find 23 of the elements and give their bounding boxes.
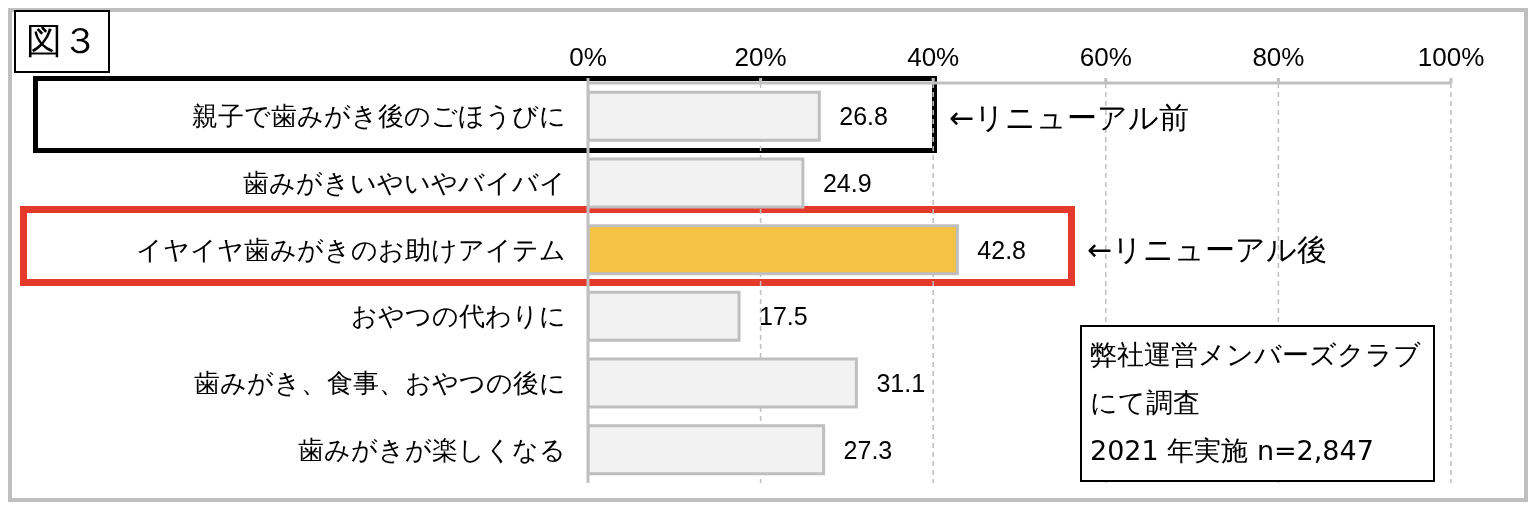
annotation: ←リニューアル前 [949, 99, 1190, 138]
x-tick-label: 20% [734, 42, 787, 72]
x-tick-label: 60% [1079, 42, 1132, 72]
text: 図３ [26, 19, 98, 63]
annotation: 弊社運営メンバーズクラブにて調査 [1090, 338, 1422, 420]
annotation: ←リニューアル後 [1087, 231, 1328, 270]
data-label: 17.5 [759, 302, 808, 331]
x-tick-label: 40% [907, 42, 960, 72]
annotation: 2021 年実施 n=2,847 [1090, 434, 1375, 468]
data-label: 42.8 [977, 235, 1027, 264]
y-tick-label: 歯みがきいやいやバイバイ [243, 168, 566, 199]
y-tick-label: 歯みがきが楽しくなる [298, 434, 566, 465]
y-tick-label: イヤイヤ歯みがきのお助けアイテム [136, 234, 566, 265]
y-tick-label: おやつの代わりに [351, 301, 566, 332]
x-tick-label: 80% [1252, 42, 1305, 72]
data-label: 31.1 [876, 368, 926, 397]
x-tick-label: 0% [569, 42, 607, 72]
data-label: 27.3 [843, 435, 893, 464]
y-tick-label: 親子で歯みがき後のごほうびに [192, 101, 566, 132]
data-label: 24.9 [822, 168, 872, 197]
x-tick-label: 100% [1417, 42, 1485, 72]
y-tick-label: 歯みがき、食事、おやつの後に [194, 368, 566, 399]
data-label: 26.8 [839, 102, 888, 131]
